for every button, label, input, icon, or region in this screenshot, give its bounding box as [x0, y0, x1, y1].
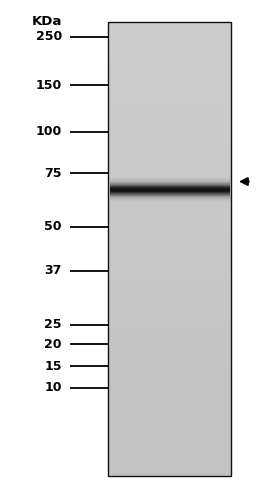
Text: 15: 15 — [44, 360, 62, 372]
Bar — [110, 199, 230, 201]
Text: 75: 75 — [44, 167, 62, 180]
Bar — [110, 186, 230, 187]
Bar — [110, 182, 230, 183]
Bar — [110, 195, 230, 196]
Bar — [110, 184, 230, 186]
Bar — [110, 179, 230, 180]
Text: 150: 150 — [36, 79, 62, 92]
Bar — [110, 178, 230, 179]
Bar — [110, 188, 230, 189]
Bar — [110, 196, 230, 198]
Bar — [110, 184, 230, 185]
Bar — [110, 200, 230, 201]
Bar — [110, 195, 230, 196]
Bar — [110, 199, 230, 200]
Bar — [110, 198, 230, 199]
Bar — [108, 22, 231, 476]
Bar — [110, 194, 230, 195]
Bar — [110, 196, 230, 197]
Bar — [110, 192, 230, 193]
Bar — [110, 189, 230, 190]
Bar — [110, 193, 230, 194]
Text: 20: 20 — [44, 338, 62, 350]
Bar — [110, 183, 230, 184]
Bar — [110, 183, 230, 184]
Text: 37: 37 — [45, 264, 62, 277]
Bar — [110, 187, 230, 189]
Bar — [110, 198, 230, 199]
Bar — [110, 201, 230, 202]
Bar — [110, 186, 230, 187]
Text: 10: 10 — [44, 382, 62, 394]
Bar — [110, 193, 230, 195]
Bar — [110, 190, 230, 192]
Text: 50: 50 — [44, 221, 62, 233]
Bar — [110, 189, 230, 190]
Bar — [110, 180, 230, 181]
Bar — [110, 190, 230, 191]
Text: KDa: KDa — [31, 15, 62, 28]
Bar — [110, 181, 230, 182]
Bar — [110, 192, 230, 193]
Bar — [110, 197, 230, 198]
Bar — [110, 185, 230, 186]
Bar — [110, 187, 230, 188]
Text: 25: 25 — [44, 318, 62, 331]
Text: 100: 100 — [36, 125, 62, 138]
Bar — [110, 178, 230, 179]
Bar — [110, 191, 230, 192]
Bar — [110, 181, 230, 182]
Bar — [110, 180, 230, 181]
Text: 250: 250 — [36, 30, 62, 43]
